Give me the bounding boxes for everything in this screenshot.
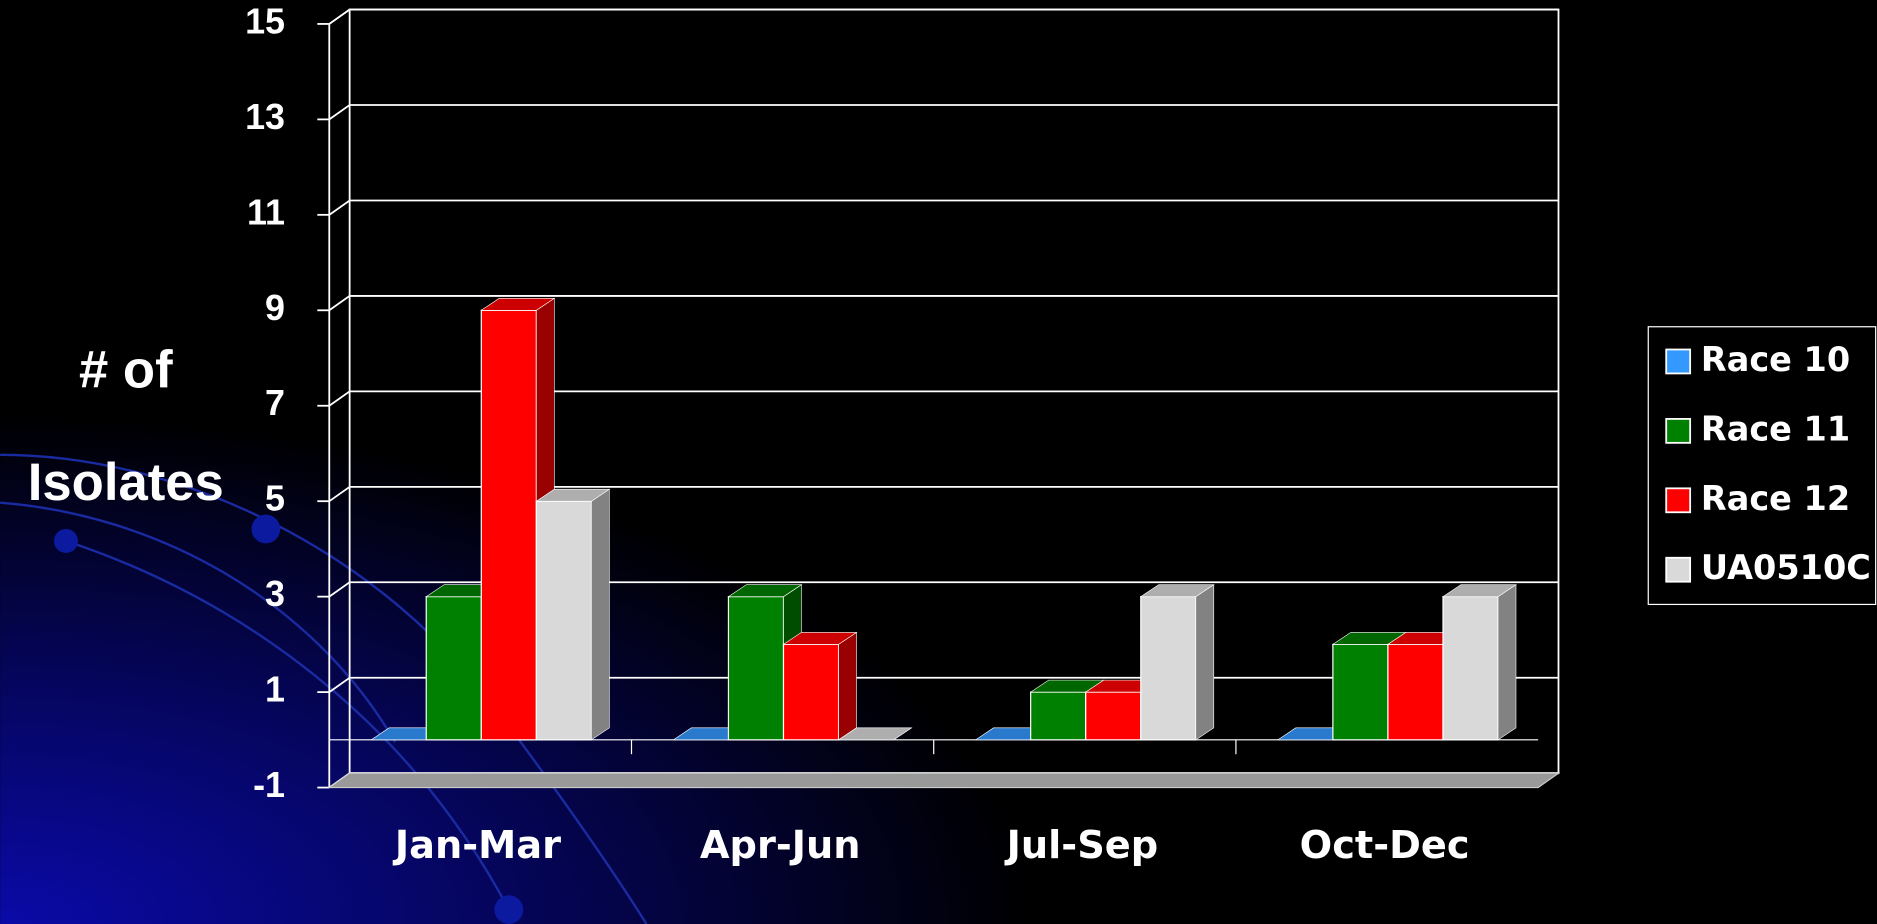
bar-front	[727, 596, 785, 741]
x-tick-label: Oct-Dec	[1300, 823, 1470, 868]
grid-line	[328, 485, 1559, 502]
y-tick-label: -1	[253, 765, 285, 805]
bar-front	[535, 500, 593, 741]
bar-top	[480, 298, 556, 311]
y-tick-label: 9	[265, 288, 285, 328]
bar-front	[425, 596, 482, 741]
bar-front	[1140, 596, 1197, 741]
x-tick-label: Apr-Jun	[700, 823, 861, 868]
legend-swatch	[1665, 418, 1692, 444]
bar-side	[1195, 584, 1215, 741]
bar-front	[1030, 691, 1087, 741]
floor	[327, 772, 1561, 789]
y-tick-label: 3	[265, 574, 285, 614]
grid-line	[328, 8, 1559, 25]
y-tick-label: 11	[247, 192, 285, 232]
bar-top	[535, 488, 611, 502]
bar-front	[480, 309, 537, 741]
legend-swatch	[1665, 487, 1692, 514]
bar-top	[1442, 584, 1517, 597]
y-tick-label: 5	[265, 479, 285, 519]
y-tick-label: 7	[265, 383, 285, 423]
x-tick-label: Jul-Sep	[1004, 823, 1159, 868]
bar-top	[727, 584, 803, 597]
bar-front	[1442, 596, 1499, 741]
bar	[535, 488, 611, 741]
bar-front	[782, 643, 840, 741]
y-tick-label: 13	[245, 97, 285, 137]
legend-label: Race 10	[1701, 340, 1850, 379]
bar	[837, 727, 913, 741]
legend-label: Race 12	[1701, 479, 1850, 518]
y-tick-label: 1	[265, 670, 285, 710]
bar-front	[1085, 691, 1142, 741]
bar-top	[782, 632, 858, 645]
bar-top	[1139, 584, 1215, 597]
y-tick-label: 15	[245, 1, 285, 41]
bar-side	[838, 631, 857, 741]
bar-side	[591, 488, 610, 741]
grid-line	[328, 199, 1559, 216]
grid-line	[328, 390, 1559, 407]
y-axis-label: # of	[79, 340, 173, 399]
legend-label: UA0510C	[1701, 548, 1871, 587]
bar	[1139, 584, 1215, 741]
bar	[782, 631, 858, 741]
decoration-dots	[53, 514, 524, 924]
bar-front	[1387, 643, 1444, 741]
bar-top	[837, 727, 913, 741]
grid-line	[328, 104, 1559, 121]
y-axis-label: Isolates	[28, 453, 224, 512]
x-tick-label: Jan-Mar	[392, 823, 561, 868]
bar-front	[1332, 643, 1389, 741]
legend-swatch	[1665, 556, 1692, 583]
grid-line	[328, 581, 1559, 598]
legend-swatch	[1665, 348, 1692, 375]
bar-side	[1497, 584, 1517, 741]
grid-line	[328, 295, 1559, 312]
bar	[1442, 584, 1517, 741]
legend-label: Race 11	[1701, 409, 1850, 448]
